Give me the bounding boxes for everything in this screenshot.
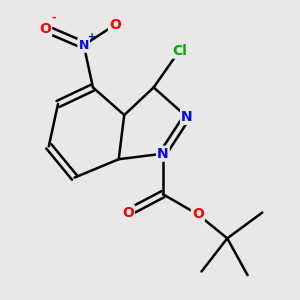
Text: N: N <box>79 39 89 52</box>
Text: O: O <box>122 206 134 220</box>
Text: -: - <box>51 13 56 22</box>
Text: +: + <box>88 32 96 42</box>
Text: N: N <box>181 110 193 124</box>
Text: Cl: Cl <box>172 44 187 58</box>
Text: O: O <box>192 207 204 221</box>
Text: O: O <box>39 22 51 35</box>
Text: O: O <box>109 18 121 32</box>
Text: N: N <box>157 147 169 161</box>
Text: O: O <box>39 22 51 35</box>
Text: N: N <box>79 39 89 52</box>
